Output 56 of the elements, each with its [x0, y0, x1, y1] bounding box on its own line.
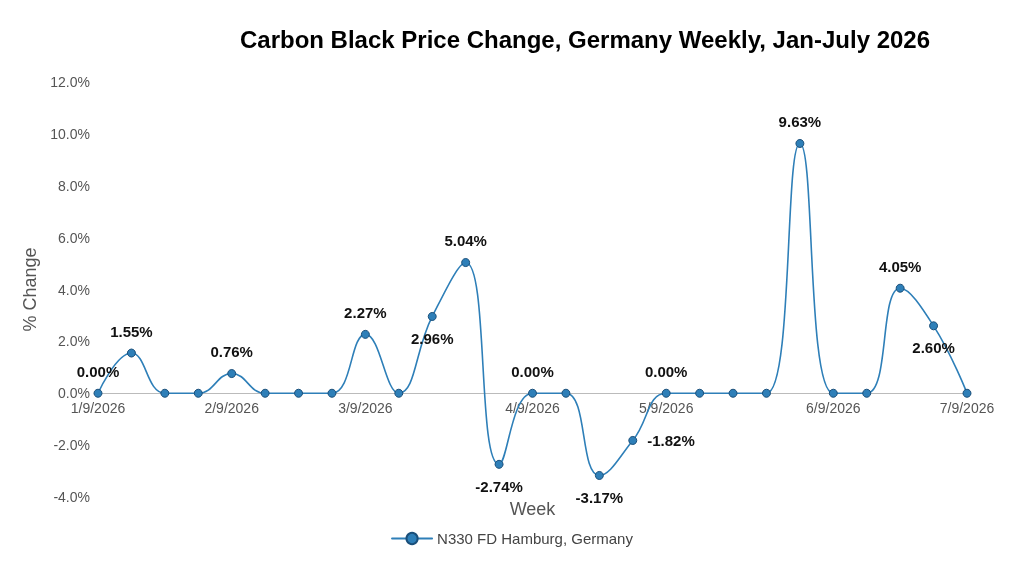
point	[227, 369, 237, 379]
y-tick-label: 6.0%	[58, 229, 90, 246]
y-tick-label: 0.0%	[58, 385, 90, 402]
x-tick-label: 2/9/2026	[204, 400, 260, 417]
x-tick-label: 7/9/2026	[939, 400, 995, 417]
y-tick-label: 2.0%	[58, 333, 90, 350]
data-label: 2.27%	[344, 303, 387, 321]
point	[628, 435, 638, 445]
point	[394, 388, 404, 398]
data-label: -3.17%	[575, 488, 624, 506]
point	[494, 459, 504, 469]
point	[895, 283, 905, 293]
point	[160, 388, 170, 398]
point	[728, 388, 738, 398]
y-tick-label: 10.0%	[50, 125, 90, 142]
x-tick-label: 1/9/2026	[70, 400, 126, 417]
chart-title: Carbon Black Price Change, Germany Weekly, Jan-July 2026	[239, 25, 931, 53]
data-label: 0.76%	[210, 343, 253, 361]
point	[661, 388, 671, 398]
data-label: 0.00%	[644, 362, 688, 380]
y-tick-label: -2.0%	[53, 437, 90, 454]
data-label: 1.55%	[110, 322, 153, 340]
point	[561, 388, 571, 398]
point	[126, 348, 136, 358]
point	[862, 388, 872, 398]
point	[761, 388, 771, 398]
y-tick-label: 12.0%	[50, 74, 90, 90]
data-label: -2.74%	[475, 477, 523, 495]
point	[294, 388, 304, 398]
y-tick-label: 8.0%	[58, 177, 90, 194]
data-label: 0.00%	[511, 362, 554, 380]
legend-label: N330 FD Hamburg, Germany	[437, 530, 634, 547]
data-label: 4.05%	[878, 257, 922, 275]
data-label: 9.63%	[778, 112, 822, 130]
y-tick-label: 4.0%	[58, 281, 90, 298]
x-axis-title: Week	[509, 499, 557, 519]
y-tick-label: -4.0%	[53, 489, 90, 505]
x-tick-label: 6/9/2026	[806, 400, 861, 417]
point	[828, 388, 838, 398]
point	[193, 388, 203, 398]
x-tick-label: 3/9/2026	[338, 400, 393, 417]
y-axis-title: % Change	[20, 247, 41, 332]
point	[360, 329, 370, 339]
point	[427, 311, 437, 321]
point	[962, 388, 972, 398]
point	[461, 258, 471, 268]
point	[695, 388, 705, 398]
point	[327, 388, 337, 398]
point	[594, 470, 604, 480]
data-label: 5.04%	[444, 232, 487, 250]
data-label: -1.82%	[647, 431, 695, 449]
point	[929, 321, 939, 331]
point	[795, 138, 805, 148]
point	[528, 388, 537, 398]
point	[260, 388, 270, 398]
point	[93, 388, 103, 398]
